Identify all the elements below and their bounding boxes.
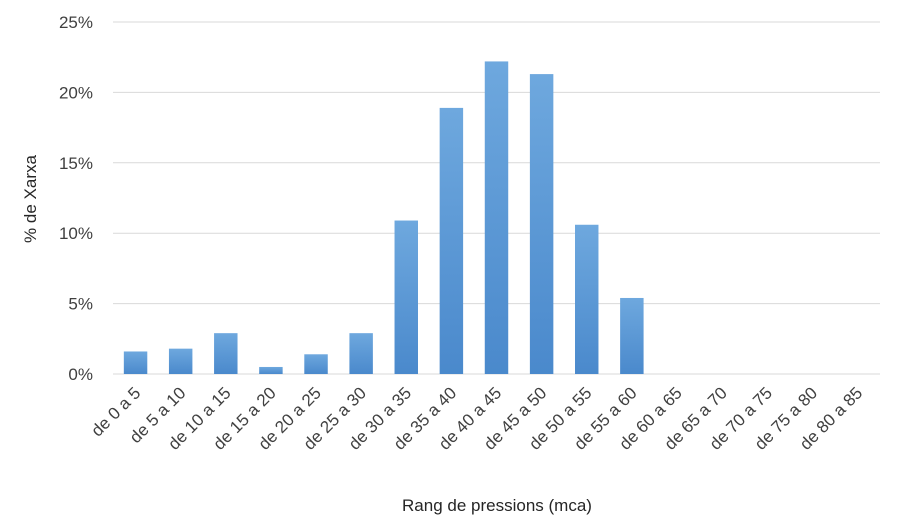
bar [484, 61, 509, 374]
y-axis-title: % de Xarxa [21, 155, 40, 243]
bars [123, 61, 644, 374]
y-tick-label: 25% [59, 13, 93, 32]
x-axis-title: Rang de pressions (mca) [402, 496, 592, 515]
y-tick-label: 15% [59, 154, 93, 173]
y-tick-label: 0% [68, 365, 93, 384]
y-tick-label: 20% [59, 83, 93, 102]
bar [259, 366, 283, 374]
bar [123, 351, 148, 374]
bar [620, 297, 644, 374]
y-tick-label: 10% [59, 224, 93, 243]
bar [304, 354, 328, 374]
bar [439, 107, 464, 374]
bar [529, 74, 554, 374]
bar [349, 333, 373, 374]
y-tick-label: 5% [68, 295, 93, 314]
bar [214, 333, 238, 374]
bar [168, 348, 193, 374]
y-tick-labels: 0% 5% 10% 15% 20% 25% [59, 13, 93, 384]
bar [394, 220, 418, 374]
bar [575, 224, 599, 374]
